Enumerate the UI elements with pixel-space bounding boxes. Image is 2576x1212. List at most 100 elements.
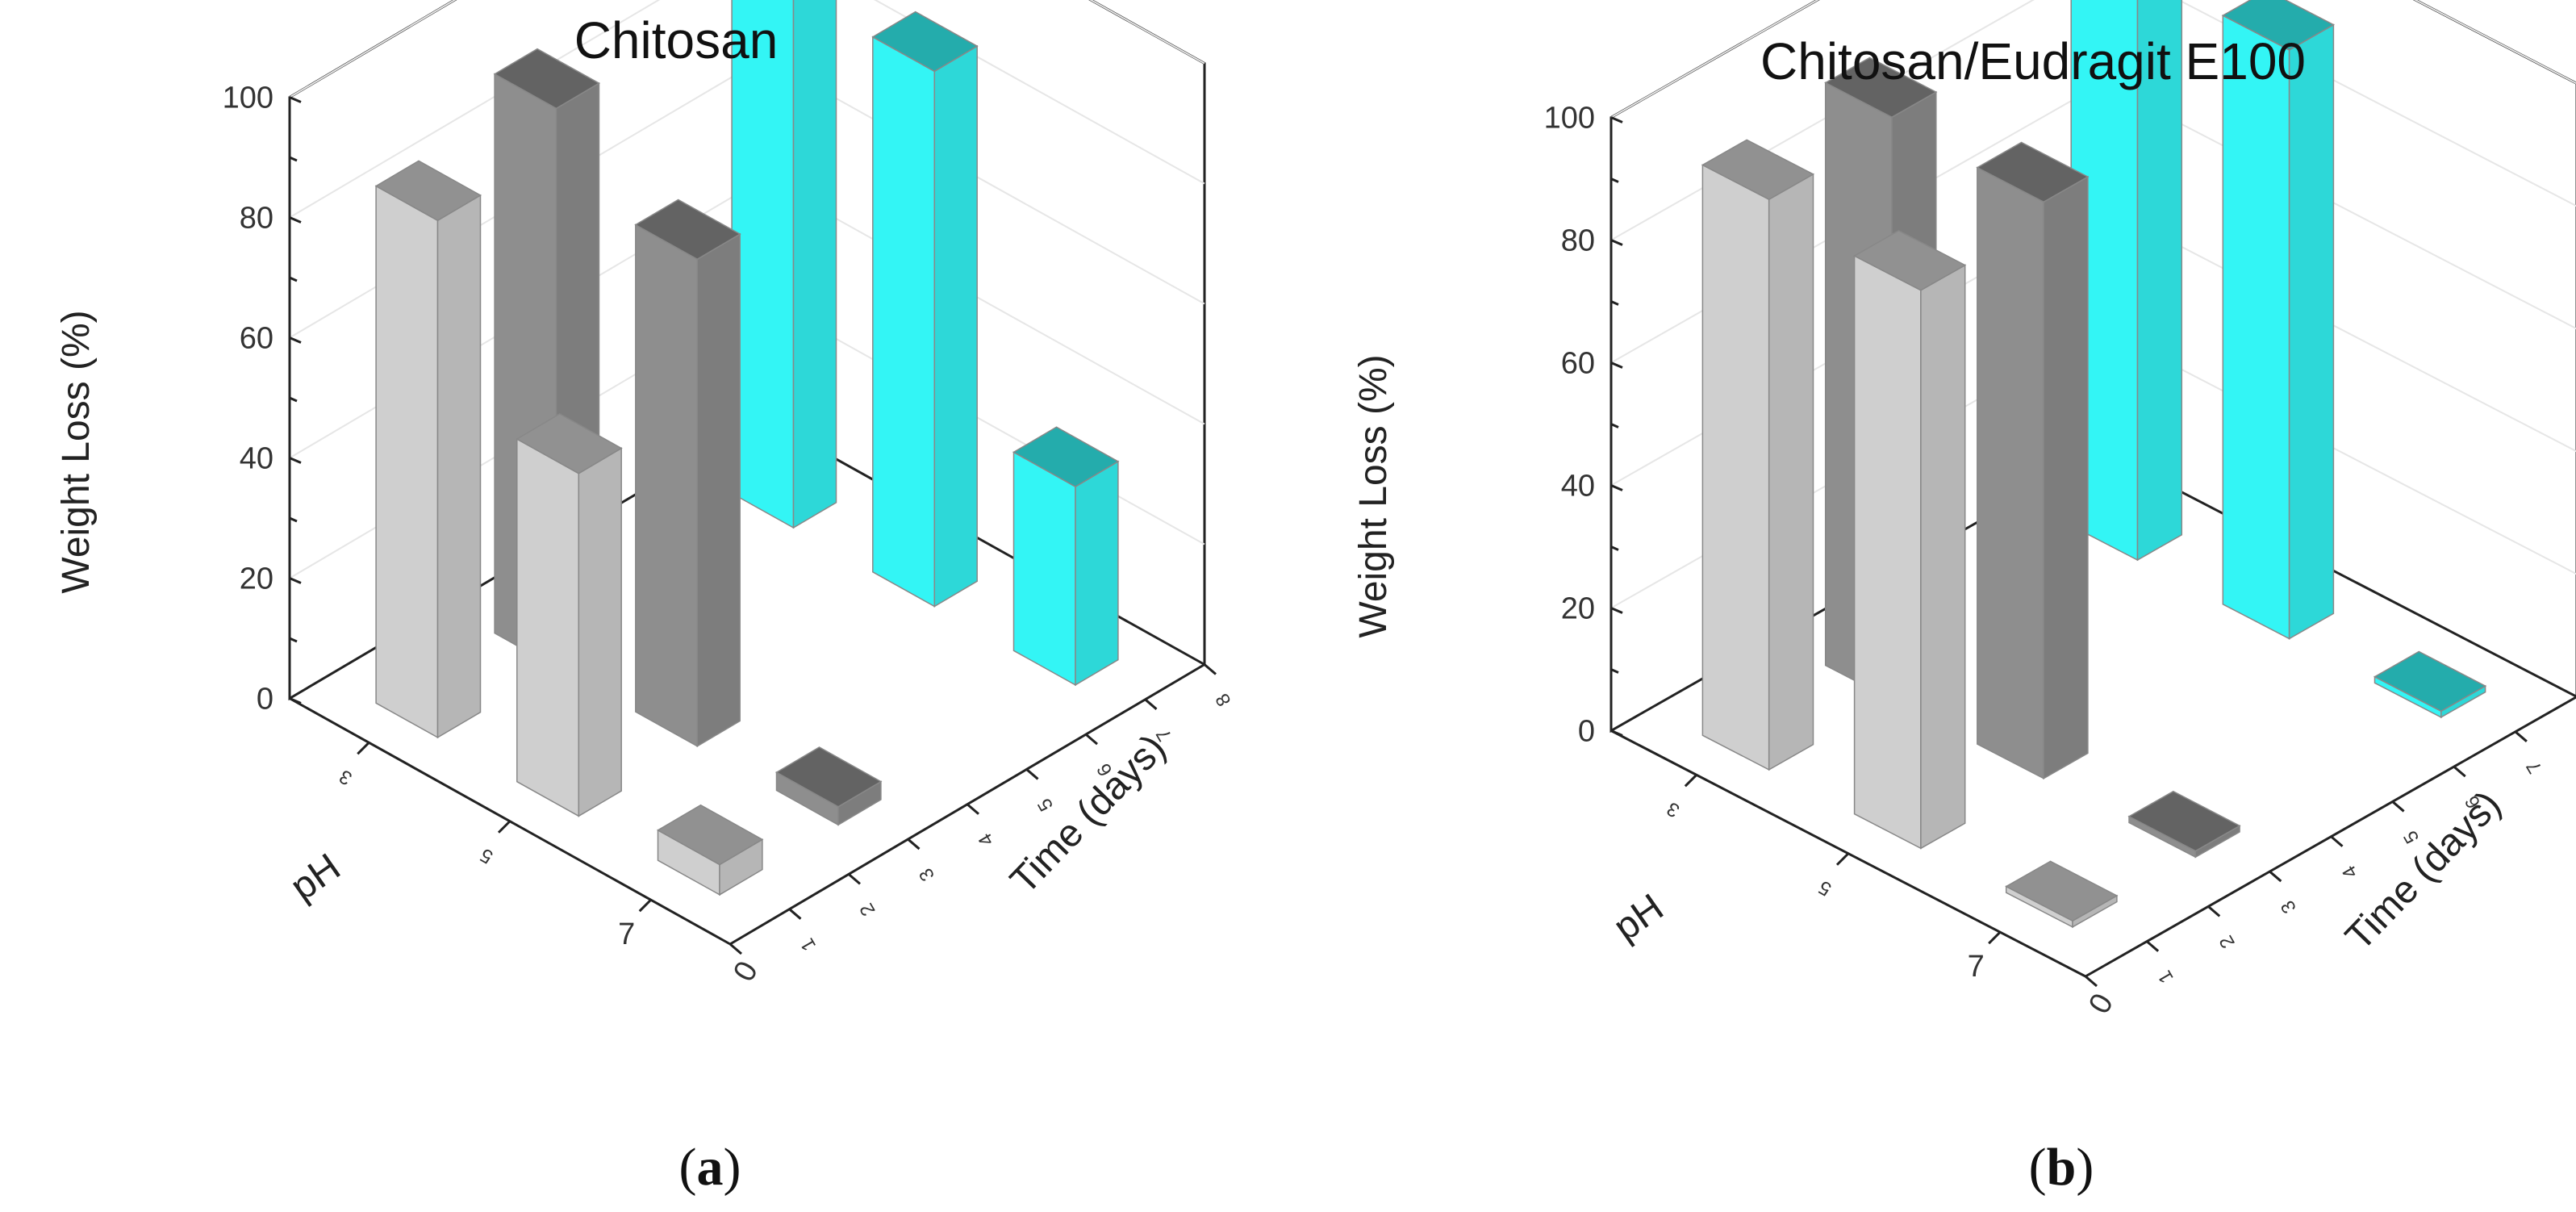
bar-day-7-ph-5 [2221,0,2335,640]
z-tick-label: 7 [2522,757,2546,777]
bar-face-top [2005,860,2119,922]
y-minor-tick [1610,178,1619,183]
panel-label: (a) [679,1138,741,1197]
bar-face-top [2221,0,2335,51]
z-tick-label: 1 [796,934,820,955]
z-tick [1204,663,1217,675]
bar-day-1-ph-3 [374,160,482,739]
bar-day-3-ph-5 [634,199,741,748]
bar-face-top [1976,141,2090,203]
z-tick-label: 8 [1211,690,1235,710]
bar-face-side [1920,264,1966,850]
z-axis-label: Time (days) [1002,726,1174,902]
y-tick-label: 20 [240,562,273,596]
bar-face-top [1701,139,1815,200]
y-minor-tick [289,396,298,403]
bar-face-front [731,0,795,529]
y-tick [1610,116,1623,123]
y-minor-tick [289,516,298,523]
bar-day-7-ph-5 [871,10,979,608]
bar-day-7-ph-7 [1012,426,1120,687]
bars-layer [374,0,1120,896]
x-tick [1988,931,2002,945]
z-tick-label: 0 [727,955,765,987]
z-tick-label: 3 [915,864,939,884]
y-tick-label: 100 [223,81,273,115]
y-tick-label: 0 [1578,715,1595,749]
x-tick [357,742,370,755]
bar-face-top [1012,426,1120,487]
bar-face-front [1853,254,1922,850]
y-tick [289,336,302,344]
x-tick-label: 3 [1664,797,1684,821]
bar-face-front [2222,14,2290,640]
chart-title: Chitosan [574,11,779,69]
z-tick [907,838,921,850]
bar-face-side [2136,0,2183,562]
bar-face-side [792,0,837,529]
y-minor-tick [289,637,298,643]
z-tick [2453,765,2466,778]
z-tick-label: 4 [2338,862,2362,882]
bar-day-7-ph-7 [2373,650,2487,719]
y-tick-label: 40 [1561,470,1595,504]
bar-face-front [1012,451,1076,687]
y-tick [289,577,302,584]
bar-face-side [696,232,741,748]
bar-day-3-ph-7 [774,746,883,826]
z-tick [1144,698,1158,710]
z-tick [967,803,979,815]
bar-face-side [2043,175,2089,779]
y-tick-label: 100 [1544,102,1595,136]
z-tick [2146,940,2160,952]
bar-face-top [1853,230,1967,291]
bar-face-top [493,48,601,110]
bar-face-top [656,804,764,866]
bar-face-front [1701,164,1770,771]
z-tick-label: 0 [2082,988,2120,1019]
bar-day-1-ph-5 [516,413,623,817]
chart-title: Chitosan/Eudragit E100 [1760,32,2306,90]
z-tick-label: 3 [2277,896,2301,917]
x-tick-label: 3 [336,765,356,789]
x-axis-label: pH [283,846,349,909]
z-tick [2391,800,2405,813]
bar-face-top [1824,56,1938,119]
z-tick-label: 2 [2215,932,2240,952]
bar-day-7-ph-3 [731,0,837,529]
y-tick [289,216,302,224]
bar-day-3-ph-5 [1976,141,2090,779]
y-tick-label: 80 [240,202,273,236]
bar-face-front [872,36,936,608]
bar-face-side [933,44,978,608]
y-minor-tick [289,276,298,282]
y-minor-tick [289,156,298,162]
y-tick-label: 60 [240,322,273,356]
y-tick-label: 80 [1561,224,1595,258]
bar-face-top [516,413,623,474]
bar-face-front [516,437,580,817]
bar-face-top [634,199,741,261]
bar-day-1-ph-5 [1853,230,1967,850]
z-tick [1085,733,1098,746]
z-tick-label: 5 [1033,795,1058,815]
bar-face-top [774,746,883,808]
bar-face-side [2288,23,2335,640]
z-tick [2085,975,2098,988]
x-tick-label: 5 [477,844,497,868]
bar-day-1-ph-7 [2005,860,2119,929]
gridline [289,0,1205,219]
y-tick [1610,607,1623,614]
y-minor-tick [1610,545,1619,551]
y-minor-tick [1610,668,1619,674]
x-tick [497,820,511,834]
z-tick [729,942,742,955]
bar-face-front [635,224,699,747]
y-tick [1610,484,1623,491]
x-tick [638,899,652,913]
bar-day-1-ph-3 [1701,139,1815,771]
z-axis-label: Time (days) [2337,783,2509,959]
